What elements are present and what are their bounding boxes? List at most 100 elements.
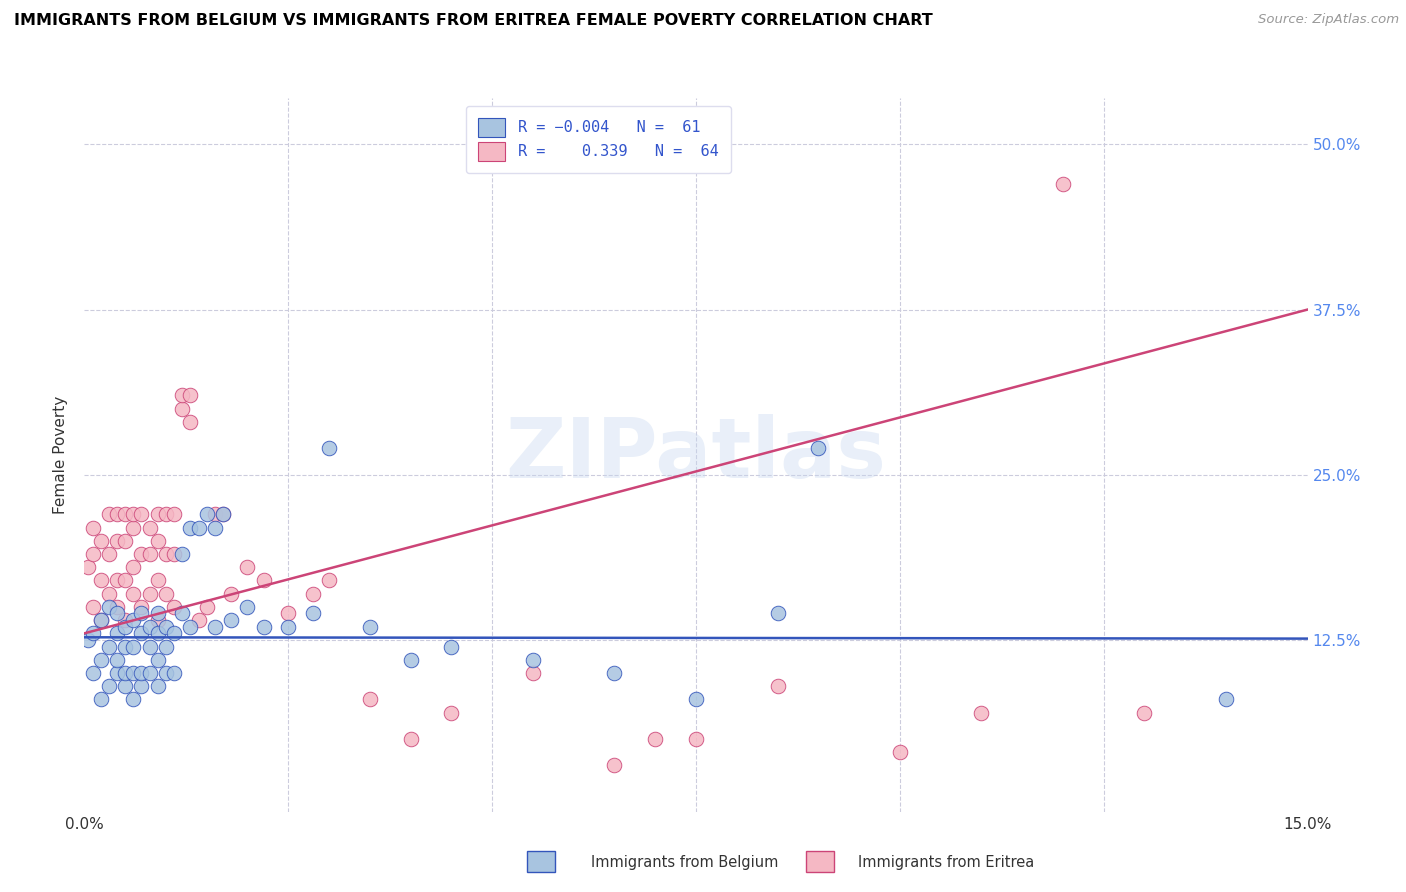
Point xyxy=(90,653,112,667)
Point xyxy=(204,520,226,534)
Point xyxy=(131,547,153,561)
Point xyxy=(155,508,177,522)
Point xyxy=(195,508,218,522)
Text: Immigrants from Belgium: Immigrants from Belgium xyxy=(591,855,778,870)
Text: ZIPatlas: ZIPatlas xyxy=(506,415,886,495)
Point xyxy=(122,520,145,534)
Point xyxy=(685,692,707,706)
Point xyxy=(114,679,136,693)
Point xyxy=(277,620,299,634)
Point xyxy=(603,665,626,680)
Point xyxy=(212,508,235,522)
Point xyxy=(90,613,112,627)
Point xyxy=(163,665,186,680)
Point xyxy=(82,665,104,680)
Point xyxy=(90,692,112,706)
Point xyxy=(114,613,136,627)
Point xyxy=(131,626,153,640)
Point xyxy=(82,599,104,614)
Point xyxy=(122,508,145,522)
Point xyxy=(253,620,276,634)
Point xyxy=(122,665,145,680)
Point xyxy=(146,607,169,621)
Point xyxy=(122,587,145,601)
Point xyxy=(131,679,153,693)
Point xyxy=(163,626,186,640)
Point xyxy=(187,613,209,627)
Point xyxy=(105,653,128,667)
Point xyxy=(105,508,128,522)
Point xyxy=(146,679,169,693)
Point xyxy=(122,613,145,627)
Point xyxy=(277,607,299,621)
Point xyxy=(114,620,136,634)
Point xyxy=(399,732,422,747)
Point xyxy=(219,587,242,601)
Point xyxy=(204,508,226,522)
Point xyxy=(90,613,112,627)
Point xyxy=(82,626,104,640)
Point xyxy=(163,508,186,522)
Point xyxy=(195,599,218,614)
Point xyxy=(172,607,194,621)
Point xyxy=(131,607,153,621)
Y-axis label: Female Poverty: Female Poverty xyxy=(53,396,69,514)
Point xyxy=(163,547,186,561)
Point xyxy=(253,574,276,588)
Point xyxy=(301,587,323,601)
Point xyxy=(114,533,136,548)
Point xyxy=(138,520,160,534)
Point xyxy=(155,620,177,634)
Point xyxy=(1052,177,1074,191)
Point xyxy=(236,599,259,614)
Point xyxy=(172,388,194,402)
Point xyxy=(318,574,340,588)
Point xyxy=(155,665,177,680)
Text: Immigrants from Eritrea: Immigrants from Eritrea xyxy=(858,855,1033,870)
Point xyxy=(179,620,201,634)
Point xyxy=(77,560,100,574)
Point xyxy=(131,599,153,614)
Point xyxy=(603,758,626,772)
Point xyxy=(219,613,242,627)
Point xyxy=(179,520,201,534)
Point xyxy=(114,665,136,680)
Point xyxy=(146,508,169,522)
Point xyxy=(172,401,194,416)
Point xyxy=(114,574,136,588)
Point xyxy=(970,706,993,720)
Point xyxy=(77,632,100,647)
Point xyxy=(236,560,259,574)
Point xyxy=(105,574,128,588)
Point xyxy=(146,626,169,640)
Point xyxy=(82,547,104,561)
Point xyxy=(105,599,128,614)
Point xyxy=(146,533,169,548)
Point xyxy=(131,508,153,522)
Point xyxy=(163,599,186,614)
Point xyxy=(155,547,177,561)
Point xyxy=(138,640,160,654)
Point xyxy=(138,547,160,561)
Point xyxy=(685,732,707,747)
Point xyxy=(318,442,340,456)
Point xyxy=(440,706,463,720)
Point xyxy=(359,692,381,706)
Point xyxy=(138,620,160,634)
Point xyxy=(105,626,128,640)
Point xyxy=(97,587,120,601)
Point xyxy=(138,665,160,680)
Point xyxy=(187,520,209,534)
Point xyxy=(82,520,104,534)
Point xyxy=(146,613,169,627)
Text: Source: ZipAtlas.com: Source: ZipAtlas.com xyxy=(1258,13,1399,27)
Point xyxy=(522,653,544,667)
Point xyxy=(97,508,120,522)
Point xyxy=(97,640,120,654)
Point xyxy=(522,665,544,680)
Point xyxy=(889,745,911,759)
Point xyxy=(1133,706,1156,720)
Point xyxy=(301,607,323,621)
Point xyxy=(105,665,128,680)
Point xyxy=(146,653,169,667)
